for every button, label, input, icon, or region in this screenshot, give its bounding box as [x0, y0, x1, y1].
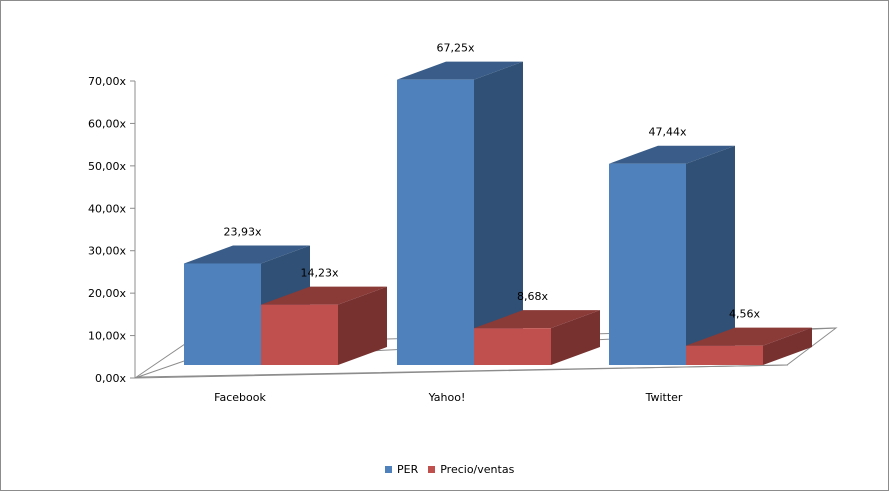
- bar-precio-ventas-side: [763, 327, 812, 365]
- bar-precio-ventas-top: [686, 327, 812, 346]
- y-tick-label: 50,00x: [88, 160, 126, 173]
- y-tick-label: 40,00x: [88, 202, 126, 215]
- legend-item-per: PER: [385, 463, 418, 476]
- data-label: 14,23x: [300, 267, 338, 280]
- bar-per-side: [686, 145, 735, 365]
- bar-precio-ventas: [261, 304, 338, 365]
- y-tick-label: 0,00x: [95, 372, 126, 385]
- bar-per-top: [397, 61, 523, 80]
- bar-per: [397, 79, 474, 366]
- y-tick-label: 70,00x: [88, 75, 126, 88]
- legend-label-per: PER: [397, 463, 419, 476]
- bar-per: [184, 263, 261, 365]
- bar-per-top: [184, 245, 310, 264]
- bar-precio-ventas-top: [474, 310, 600, 329]
- floor-front-line: [134, 364, 789, 379]
- bar-precio-ventas-top: [261, 286, 387, 305]
- legend-label-precio-ventas: Precio/ventas: [440, 463, 515, 476]
- legend-swatch-per: [385, 466, 392, 473]
- bar-precio-ventas: [474, 328, 551, 365]
- data-label: 4,56x: [729, 308, 760, 321]
- legend-item-precio-ventas: Precio/ventas: [428, 463, 514, 476]
- data-label: 8,68x: [517, 290, 548, 303]
- x-tick-label: Yahoo!: [428, 391, 466, 404]
- bar-per: [609, 163, 686, 365]
- bar-per-side: [474, 61, 523, 366]
- legend-swatch-precio-ventas: [428, 466, 436, 473]
- y-tick-label: 60,00x: [88, 117, 126, 130]
- y-tick-label: 20,00x: [88, 287, 126, 300]
- bar-precio-ventas: [686, 345, 763, 365]
- data-label: 67,25x: [436, 42, 474, 55]
- bar-precio-ventas-side: [551, 310, 600, 365]
- bar-per-top: [609, 145, 735, 164]
- x-tick-label: Twitter: [645, 391, 683, 404]
- y-tick-label: 30,00x: [88, 245, 126, 258]
- bar-precio-ventas-side: [338, 286, 387, 365]
- legend: PER Precio/ventas: [385, 463, 524, 476]
- data-label: 47,44x: [648, 126, 686, 139]
- y-tick-label: 10,00x: [88, 330, 126, 343]
- data-label: 23,93x: [223, 225, 261, 238]
- x-tick-label: Facebook: [214, 391, 266, 404]
